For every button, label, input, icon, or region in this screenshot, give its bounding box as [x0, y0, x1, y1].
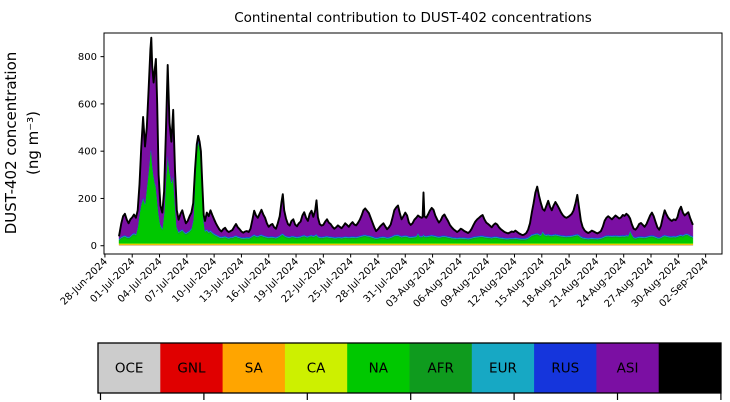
- x-tick-label: 02-Sep-2024: [658, 256, 711, 309]
- y-axis-label-line1: DUST-402 concentration: [2, 52, 20, 235]
- x-tick-label: 28-Jun-2024: [59, 256, 110, 307]
- legend-label-eur: EUR: [489, 361, 517, 377]
- legend: OCE GNL SA CA NA AFR EUR RUS ASI AUS: [97, 342, 722, 394]
- legend-label-rus: RUS: [551, 361, 579, 377]
- cropped-lower-axis: [99, 393, 722, 400]
- legend-label-ca: CA: [307, 361, 326, 377]
- legend-label-oce: OCE: [115, 361, 144, 377]
- y-tick-label: 600: [78, 99, 97, 110]
- legend-label-na: NA: [369, 361, 389, 377]
- legend-swatch-oce: [98, 343, 161, 393]
- legend-swatch-afr: [409, 343, 473, 393]
- y-tick-label: 400: [78, 147, 97, 158]
- legend-label-sa: SA: [245, 361, 264, 377]
- legend-swatch-ca: [284, 343, 348, 393]
- legend-label-gnl: GNL: [177, 361, 206, 377]
- y-axis-label-line2: (ng m⁻³): [24, 111, 42, 175]
- plot-frame: [103, 32, 723, 255]
- legend-swatch-gnl: [160, 343, 224, 393]
- chart-title: Continental contribution to DUST-402 con…: [234, 10, 592, 26]
- y-axis-ticks: 0 200 400 600 800: [78, 52, 104, 252]
- legend-swatch-eur: [471, 343, 535, 393]
- legend-label-aus: AUS: [676, 361, 704, 377]
- total-line: [118, 36, 694, 237]
- legend-label-asi: ASI: [617, 361, 639, 377]
- y-tick-label: 800: [78, 52, 97, 63]
- legend-label-afr: AFR: [427, 361, 453, 377]
- y-tick-label: 200: [78, 194, 97, 205]
- y-tick-label: 0: [91, 241, 97, 252]
- area-asi: [118, 37, 694, 239]
- legend-frame: [97, 342, 722, 394]
- legend-swatch-aus: [658, 343, 722, 393]
- legend-swatch-rus: [534, 343, 597, 393]
- legend-swatch-sa: [222, 343, 286, 393]
- legend-swatch-na: [347, 343, 410, 393]
- legend-swatch-asi: [596, 343, 660, 393]
- x-axis-ticks: 28-Jun-202401-Jul-202404-Jul-202407-Jul-…: [59, 254, 711, 310]
